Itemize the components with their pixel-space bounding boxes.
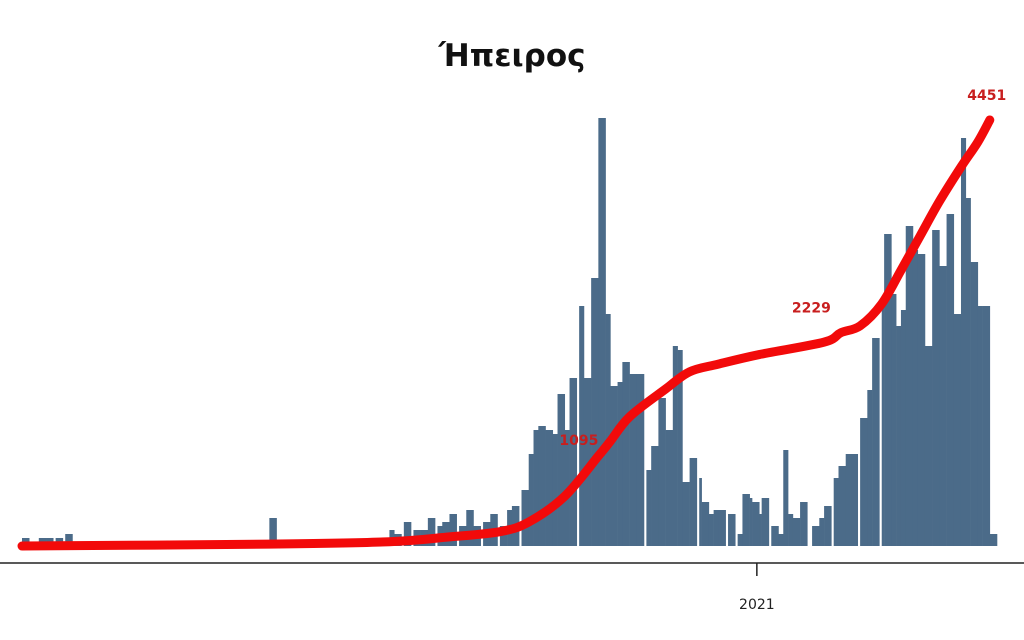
bar [269,518,277,546]
cumulative-value-label: 2229 [792,301,831,317]
bar [800,502,808,546]
bar [677,350,683,546]
bar [742,494,750,546]
bar [824,506,832,546]
bar [860,418,868,546]
bar [819,518,825,546]
bar [605,314,611,546]
bar [778,534,784,546]
cumulative-line-series [17,115,995,551]
cumulative-value-label: 4451 [967,88,1006,104]
bar [812,526,820,546]
bar [752,502,760,546]
bar [538,426,546,546]
bar [545,430,554,546]
bar [932,230,940,546]
bar [960,138,967,546]
bar [591,278,599,546]
bar [672,346,678,546]
bar [718,510,726,546]
bar [708,514,714,546]
cumulative-value-label: 1095 [559,433,598,449]
bar [989,534,998,546]
bar [583,378,592,546]
bar [699,478,702,546]
bar [682,482,690,546]
bar [557,394,566,546]
point-labels: 1095 2229 4451 [559,88,1006,449]
bar [737,534,743,546]
bar [658,398,666,546]
bar [665,430,674,546]
bar [617,382,623,546]
bar [466,510,474,546]
bar [636,374,645,546]
bar [579,306,585,546]
bar [629,374,638,546]
bar [905,226,914,546]
bar [403,522,412,546]
bar [427,518,436,546]
bar [924,346,933,546]
bar [788,514,794,546]
bar [761,498,770,546]
bar [783,450,789,546]
bar [449,514,457,546]
bar [499,526,508,546]
bar [569,378,578,546]
bar [917,254,926,546]
bar [713,510,719,546]
bar [884,234,892,546]
bar [850,454,859,546]
x-tick-label: 2021 [739,597,775,613]
bar [946,214,955,546]
x-axis: 2021 [0,562,1024,613]
cumulative-line [17,115,995,551]
bar [896,326,902,546]
bar [838,466,847,546]
bar [867,390,873,546]
bar [749,498,753,546]
bar [65,534,73,546]
bar [552,434,558,546]
bar [651,446,659,546]
bar [953,314,962,546]
bar [939,266,947,546]
bar [872,338,880,546]
chart-title: Ήπειρος [438,38,586,74]
bar [622,362,630,546]
bar [521,490,530,546]
bar [970,262,979,546]
bar [598,118,606,546]
bar [845,454,851,546]
bar [759,514,762,546]
bar [982,306,991,546]
bar [881,298,885,546]
bar [977,306,983,546]
bar [610,386,618,546]
bar [912,250,919,546]
bar [728,514,736,546]
bar [528,454,534,546]
bar [701,502,710,546]
bar [533,430,539,546]
bar [689,458,698,546]
bar [833,478,839,546]
bar [646,470,652,546]
bar [900,310,907,546]
bar [965,198,971,546]
bar [891,294,897,546]
bar [771,526,779,546]
bar [792,518,801,546]
